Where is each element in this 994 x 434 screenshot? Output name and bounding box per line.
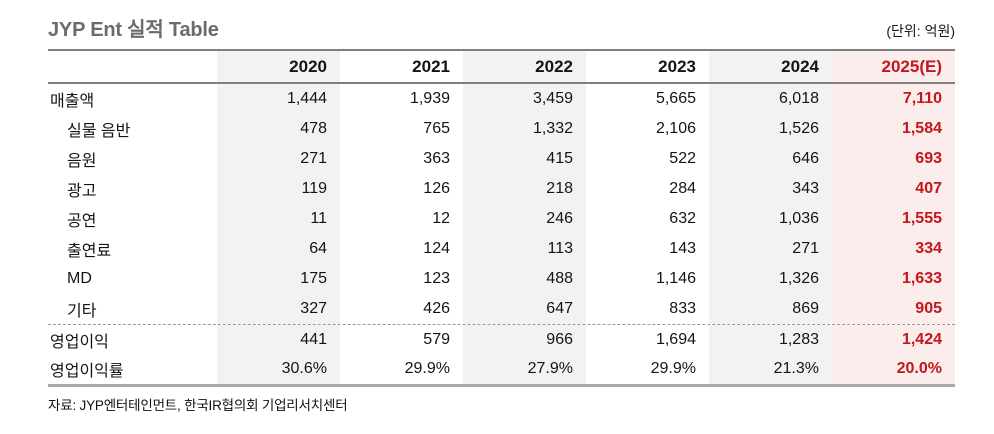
value-cell: 426 — [423, 300, 450, 317]
table-row-revenue: 매출액 1,444 1,939 3,459 5,665 6,018 7,110 — [48, 84, 955, 114]
table-row-operating-profit: 영업이익 441 579 966 1,694 1,283 1,424 — [48, 324, 955, 354]
value-cell: 271 — [217, 144, 340, 174]
header-cell-2020: 2020 — [217, 51, 340, 82]
value-cell: 1,526 — [709, 114, 832, 144]
value-cell: 119 — [217, 174, 340, 204]
row-label: 영업이익률 — [50, 363, 124, 380]
table-row-operating-margin: 영업이익률 30.6% 29.9% 27.9% 29.9% 21.3% 20.0… — [48, 354, 955, 384]
value-cell: 6,018 — [709, 84, 832, 114]
table-row-md: MD 175 123 488 1,146 1,326 1,633 — [48, 264, 955, 294]
value-cell: 343 — [709, 174, 832, 204]
value-cell-estimate: 1,555 — [832, 204, 955, 234]
value-cell-estimate: 1,424 — [832, 325, 955, 354]
value-cell: 488 — [463, 264, 586, 294]
value-cell-estimate: 1,633 — [832, 264, 955, 294]
header-cell-2023: 2023 — [658, 56, 696, 76]
figure-header: JYP Ent 실적 Table (단위: 억원) — [48, 0, 955, 49]
value-cell: 1,939 — [409, 90, 450, 107]
value-cell: 765 — [423, 120, 450, 137]
value-cell-estimate: 905 — [832, 294, 955, 324]
value-cell-estimate: 693 — [832, 144, 955, 174]
value-cell: 1,036 — [709, 204, 832, 234]
value-cell: 1,694 — [655, 330, 696, 348]
value-cell: 3,459 — [463, 84, 586, 114]
value-cell: 30.6% — [217, 354, 340, 384]
value-cell: 218 — [463, 174, 586, 204]
value-cell: 29.9% — [650, 360, 696, 377]
value-cell: 363 — [423, 150, 450, 167]
value-cell: 29.9% — [404, 360, 450, 377]
row-label: 영업이익 — [50, 333, 109, 351]
value-cell: 5,665 — [655, 90, 696, 107]
value-cell: 143 — [669, 240, 696, 257]
value-cell: 271 — [709, 234, 832, 264]
table-row-concert: 공연 11 12 246 632 1,036 1,555 — [48, 204, 955, 234]
value-cell: 246 — [463, 204, 586, 234]
value-cell: 1,444 — [217, 84, 340, 114]
value-cell: 126 — [423, 180, 450, 197]
row-label: 기타 — [67, 303, 97, 320]
financials-table: 2020 2021 2022 2023 2024 2025(E) 매출액 1,4… — [48, 49, 955, 387]
value-cell-estimate: 20.0% — [832, 354, 955, 384]
table-row-appearance-fee: 출연료 64 124 113 143 271 334 — [48, 234, 955, 264]
value-cell: 966 — [463, 325, 586, 354]
row-label: 매출액 — [50, 93, 95, 110]
table-row-others: 기타 327 426 647 833 869 905 — [48, 294, 955, 324]
value-cell: 632 — [669, 210, 696, 227]
value-cell: 27.9% — [463, 354, 586, 384]
header-cell-2021: 2021 — [412, 56, 450, 76]
value-cell: 1,283 — [709, 325, 832, 354]
figure-title: JYP Ent 실적 Table — [48, 19, 219, 41]
source-note: 자료: JYP엔터테인먼트, 한국IR협의회 기업리서치센터 — [48, 398, 348, 413]
value-cell: 441 — [217, 325, 340, 354]
header-cell-2024: 2024 — [709, 51, 832, 82]
value-cell: 175 — [217, 264, 340, 294]
value-cell: 1,326 — [709, 264, 832, 294]
value-cell: 522 — [669, 150, 696, 167]
value-cell: 11 — [217, 204, 340, 234]
value-cell: 123 — [423, 270, 450, 287]
value-cell: 12 — [432, 210, 450, 227]
value-cell: 1,146 — [655, 270, 696, 287]
value-cell-estimate: 334 — [832, 234, 955, 264]
table-header-row: 2020 2021 2022 2023 2024 2025(E) — [48, 51, 955, 84]
row-label: 실물 음반 — [67, 123, 131, 140]
value-cell: 478 — [217, 114, 340, 144]
header-cell-blank — [48, 51, 217, 82]
value-cell: 579 — [423, 330, 450, 348]
row-label: 음원 — [67, 153, 97, 170]
value-cell: 21.3% — [709, 354, 832, 384]
value-cell: 646 — [709, 144, 832, 174]
value-cell: 124 — [423, 240, 450, 257]
table-row-advertising: 광고 119 126 218 284 343 407 — [48, 174, 955, 204]
value-cell: 647 — [463, 294, 586, 324]
header-cell-2025-estimate: 2025(E) — [832, 51, 955, 82]
value-cell: 833 — [669, 300, 696, 317]
value-cell: 2,106 — [655, 120, 696, 137]
value-cell-estimate: 7,110 — [832, 84, 955, 114]
value-cell: 1,332 — [463, 114, 586, 144]
header-cell-2022: 2022 — [463, 51, 586, 82]
row-label: 광고 — [67, 183, 97, 200]
unit-note: (단위: 억원) — [886, 23, 955, 39]
value-cell-estimate: 1,584 — [832, 114, 955, 144]
row-label: 출연료 — [67, 243, 112, 260]
value-cell: 64 — [217, 234, 340, 264]
row-label: MD — [67, 270, 92, 287]
value-cell: 284 — [669, 180, 696, 197]
row-label: 공연 — [67, 213, 97, 230]
table-row-physical-album: 실물 음반 478 765 1,332 2,106 1,526 1,584 — [48, 114, 955, 144]
table-row-digital-music: 음원 271 363 415 522 646 693 — [48, 144, 955, 174]
value-cell: 327 — [217, 294, 340, 324]
value-cell: 113 — [463, 234, 586, 264]
value-cell: 869 — [709, 294, 832, 324]
value-cell-estimate: 407 — [832, 174, 955, 204]
value-cell: 415 — [463, 144, 586, 174]
